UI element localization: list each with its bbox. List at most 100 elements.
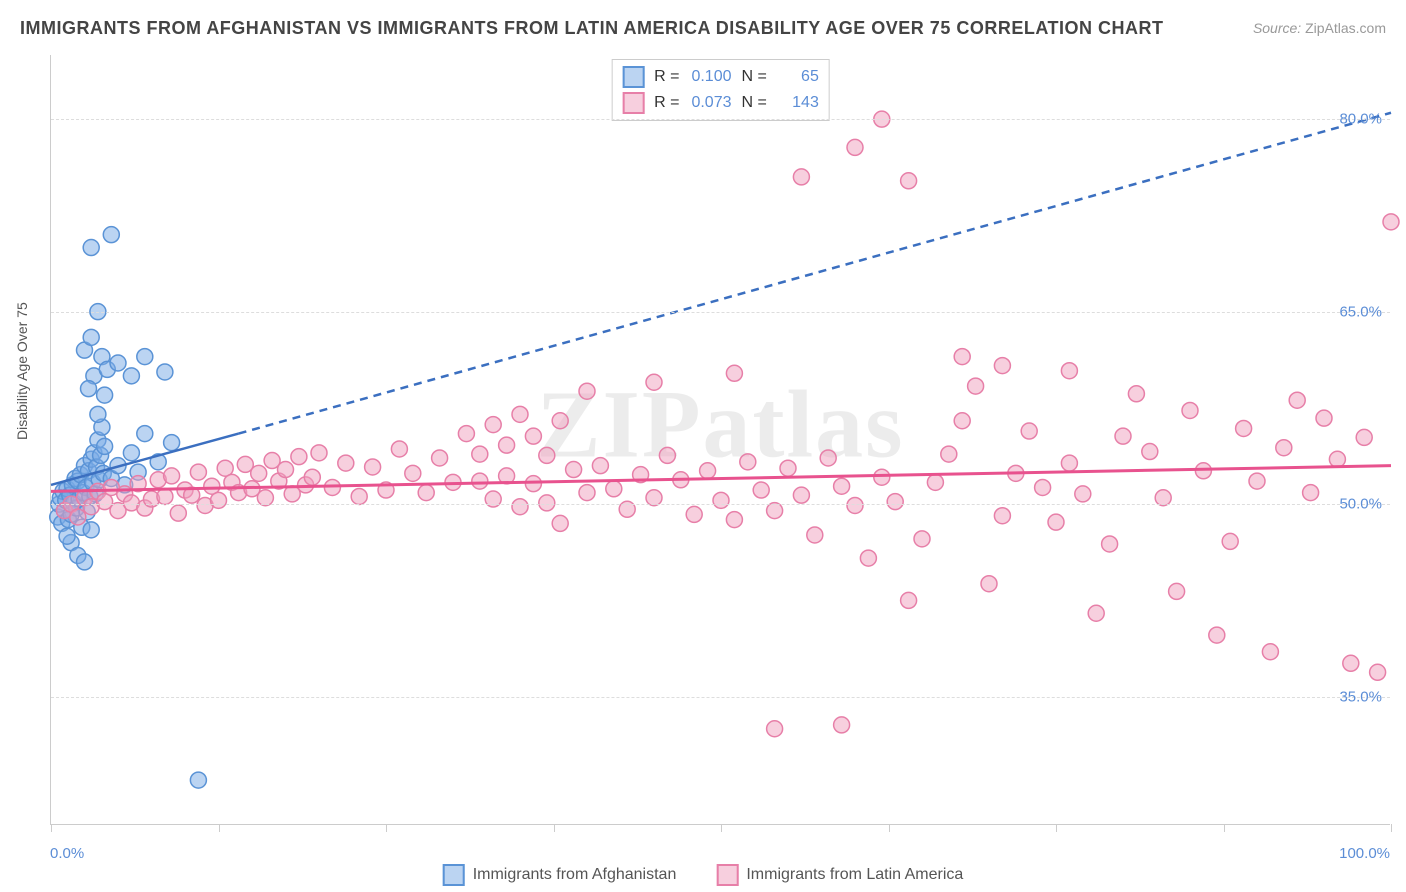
data-point — [1236, 420, 1252, 436]
y-axis-label: Disability Age Over 75 — [14, 302, 30, 440]
data-point — [1142, 444, 1158, 460]
x-tick-mark — [1056, 824, 1057, 832]
data-point — [137, 426, 153, 442]
data-point — [97, 387, 113, 403]
chart-source: Source: ZipAtlas.com — [1253, 20, 1386, 36]
data-point — [994, 508, 1010, 524]
data-point — [1048, 514, 1064, 530]
data-point — [1209, 627, 1225, 643]
data-point — [1075, 486, 1091, 502]
source-value: ZipAtlas.com — [1305, 20, 1386, 36]
data-point — [941, 446, 957, 462]
data-point — [304, 469, 320, 485]
x-tick-mark — [554, 824, 555, 832]
source-label: Source: — [1253, 20, 1301, 36]
data-point — [83, 329, 99, 345]
data-point — [211, 492, 227, 508]
gridline-h — [51, 119, 1390, 120]
data-point — [1115, 428, 1131, 444]
data-point — [847, 497, 863, 513]
data-point — [1370, 664, 1386, 680]
data-point — [579, 383, 595, 399]
data-point — [1128, 386, 1144, 402]
legend-n-0: N = 65 — [742, 68, 819, 86]
x-tick-mark — [386, 824, 387, 832]
data-point — [793, 169, 809, 185]
legend-r-1: R = 0.073 — [654, 94, 731, 112]
data-point — [767, 721, 783, 737]
data-point — [954, 349, 970, 365]
data-point — [432, 450, 448, 466]
data-point — [1343, 655, 1359, 671]
data-point — [103, 227, 119, 243]
series-legend-swatch-1 — [716, 864, 738, 886]
data-point — [1329, 451, 1345, 467]
data-point — [1276, 440, 1292, 456]
legend-n-1: N = 143 — [742, 94, 819, 112]
data-point — [1021, 423, 1037, 439]
data-point — [351, 488, 367, 504]
x-tick-mark — [1391, 824, 1392, 832]
data-point — [887, 494, 903, 510]
data-point — [291, 449, 307, 465]
data-point — [901, 173, 917, 189]
data-point — [1182, 402, 1198, 418]
data-point — [1061, 363, 1077, 379]
x-tick-mark — [721, 824, 722, 832]
data-point — [1035, 479, 1051, 495]
x-tick-mark — [889, 824, 890, 832]
data-point — [70, 509, 86, 525]
data-point — [726, 365, 742, 381]
data-point — [251, 465, 267, 481]
data-point — [1088, 605, 1104, 621]
series-legend-item-1: Immigrants from Latin America — [716, 864, 963, 886]
data-point — [659, 447, 675, 463]
data-point — [834, 717, 850, 733]
x-tick-mark — [1224, 824, 1225, 832]
data-point — [90, 406, 106, 422]
data-point — [512, 406, 528, 422]
y-tick-label: 50.0% — [1339, 496, 1382, 513]
data-point — [780, 460, 796, 476]
correlation-legend-row-1: R = 0.073 N = 143 — [622, 90, 819, 116]
data-point — [981, 576, 997, 592]
data-point — [170, 505, 186, 521]
data-point — [807, 527, 823, 543]
data-point — [1262, 644, 1278, 660]
data-point — [646, 374, 662, 390]
data-point — [834, 478, 850, 494]
legend-swatch-1 — [622, 92, 644, 114]
data-point — [874, 469, 890, 485]
data-point — [753, 482, 769, 498]
series-legend-label-1: Immigrants from Latin America — [746, 866, 963, 884]
data-point — [190, 772, 206, 788]
data-point — [1316, 410, 1332, 426]
y-tick-label: 80.0% — [1339, 111, 1382, 128]
data-point — [954, 413, 970, 429]
data-point — [606, 481, 622, 497]
data-point — [472, 473, 488, 489]
data-point — [110, 355, 126, 371]
data-point — [525, 428, 541, 444]
x-tick-mark — [219, 824, 220, 832]
data-point — [793, 487, 809, 503]
series-legend-item-0: Immigrants from Afghanistan — [443, 864, 677, 886]
correlation-legend-box: R = 0.100 N = 65 R = 0.073 N = 143 — [611, 59, 830, 121]
data-point — [726, 512, 742, 528]
data-point — [1383, 214, 1399, 230]
x-tick-label-max: 100.0% — [1339, 845, 1390, 862]
data-point — [686, 506, 702, 522]
x-tick-label-min: 0.0% — [50, 845, 84, 862]
legend-r-0: R = 0.100 — [654, 68, 731, 86]
data-point — [83, 240, 99, 256]
data-point — [994, 358, 1010, 374]
data-point — [472, 446, 488, 462]
data-point — [458, 426, 474, 442]
data-point — [1303, 485, 1319, 501]
data-point — [592, 458, 608, 474]
y-tick-label: 65.0% — [1339, 303, 1382, 320]
data-point — [820, 450, 836, 466]
data-point — [123, 368, 139, 384]
data-point — [566, 462, 582, 478]
data-point — [713, 492, 729, 508]
